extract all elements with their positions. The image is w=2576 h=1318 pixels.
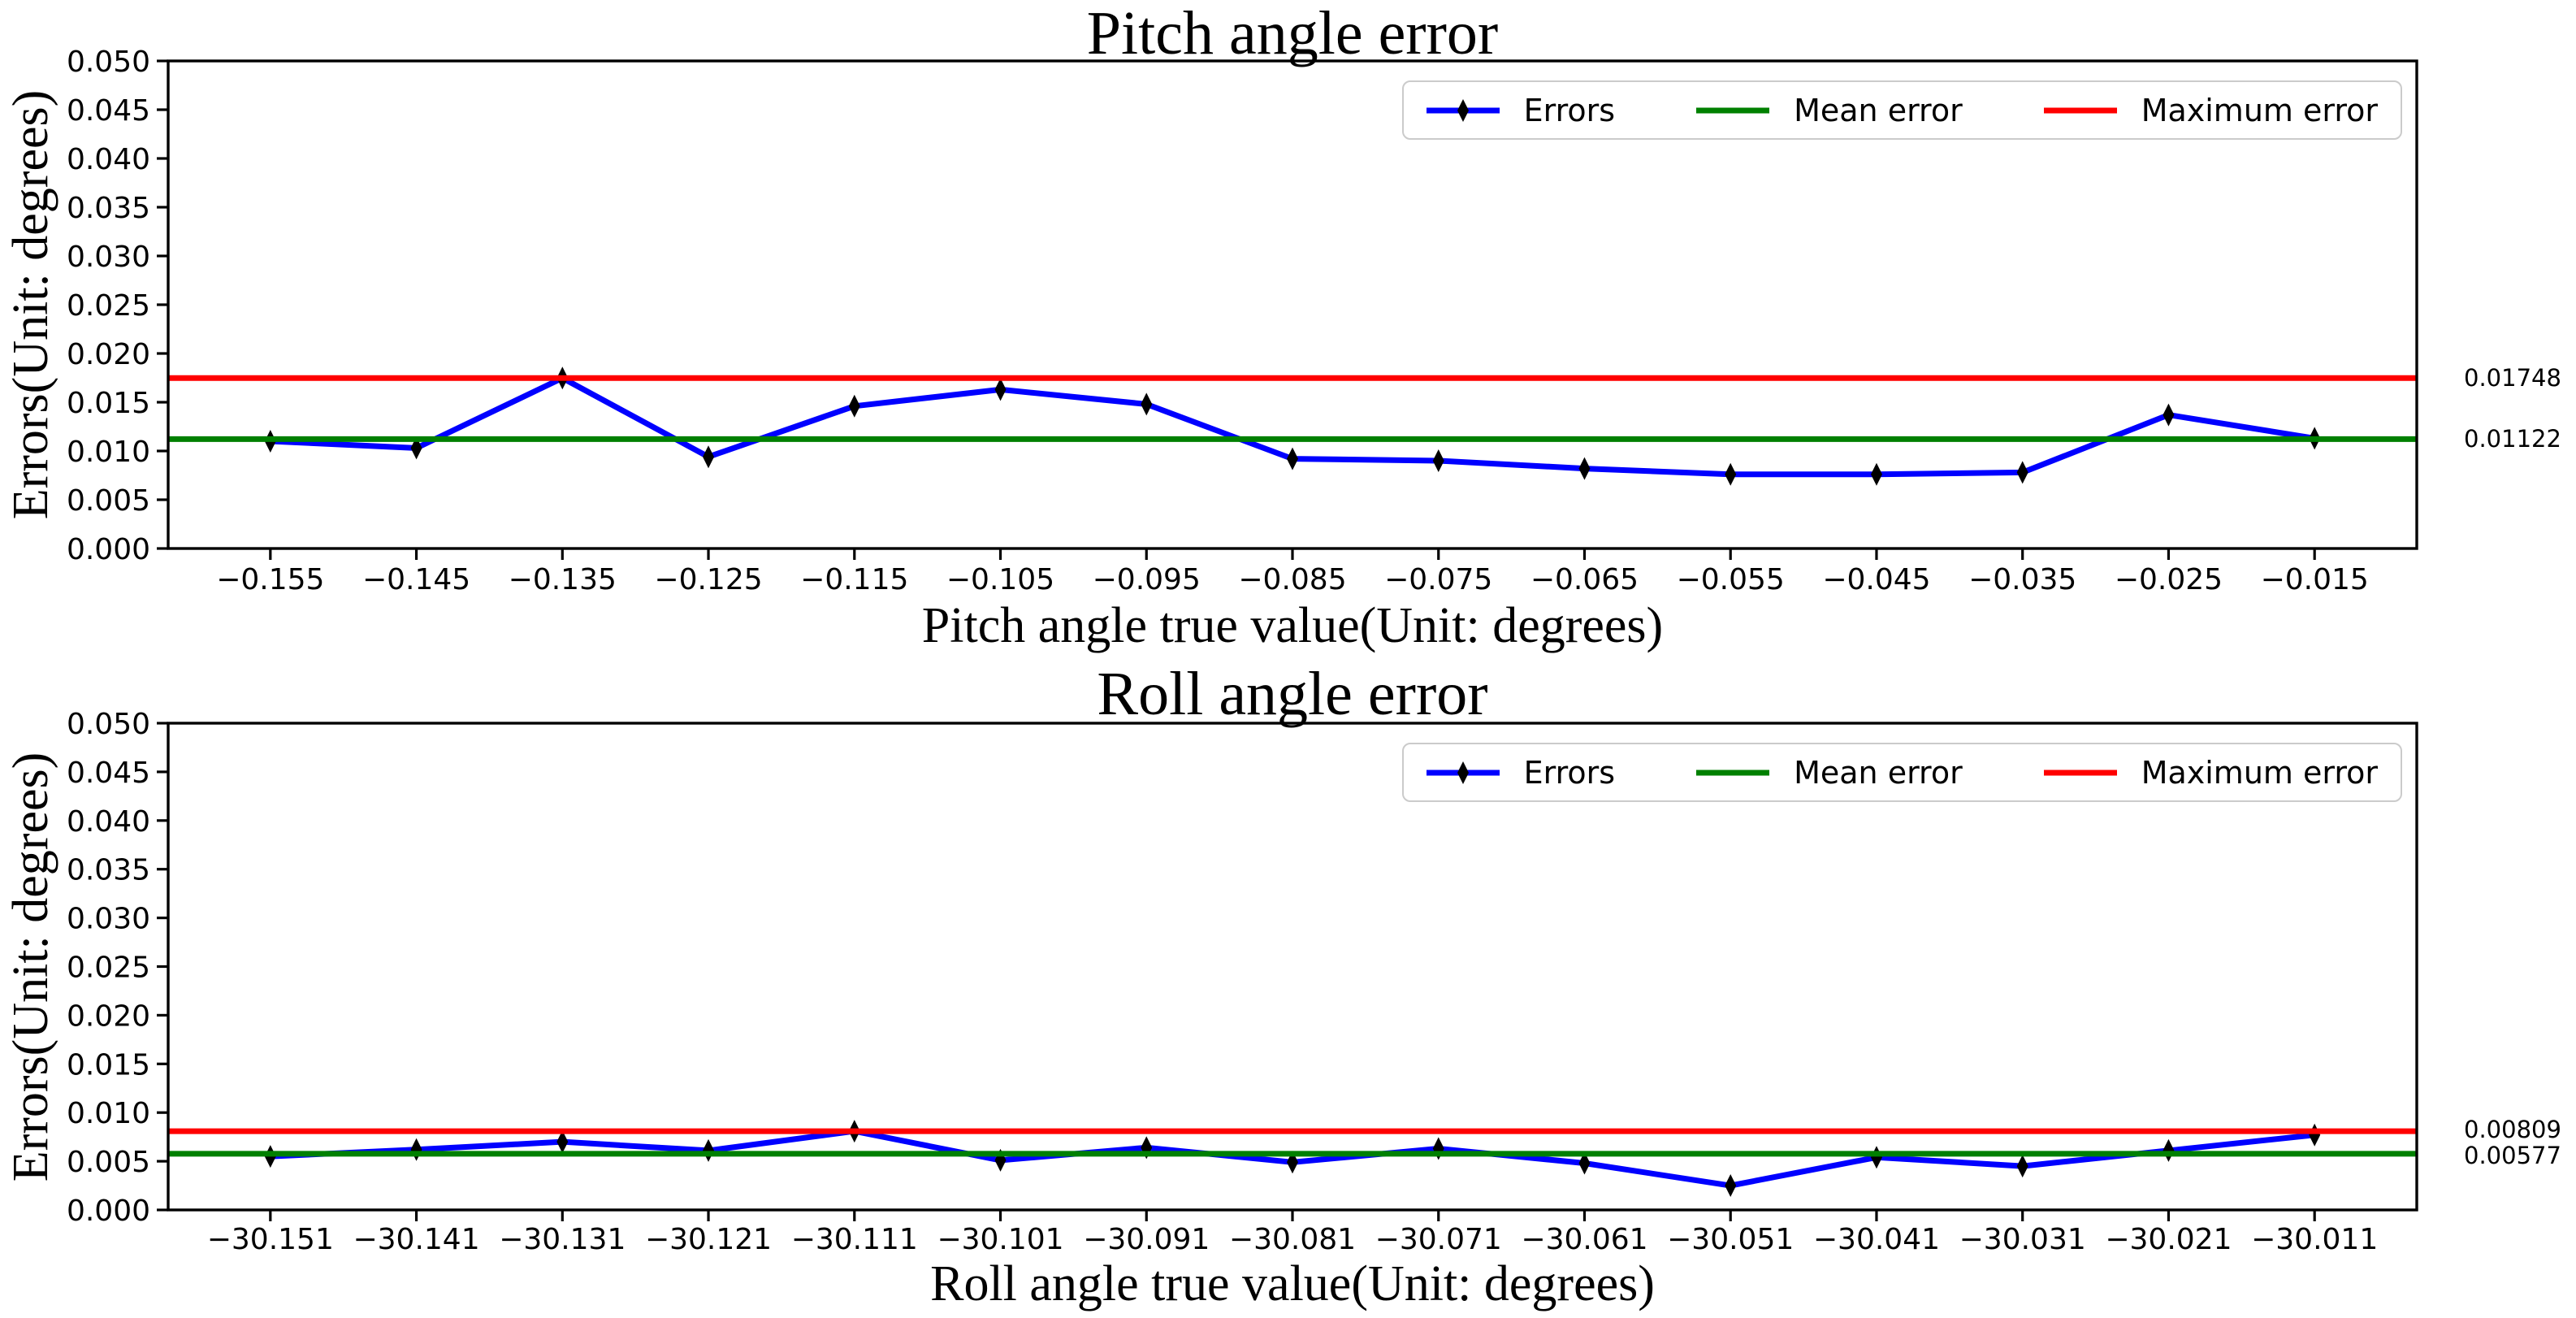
svg-text:0.045: 0.045: [67, 757, 150, 790]
x-axis-ticks: −30.151 −30.141 −30.131 −30.121 −30.111 −30.1…: [207, 1210, 2378, 1256]
svg-text:−0.025: −0.025: [2115, 563, 2223, 596]
roll-legend: Errors Mean error Maximum error: [1401, 743, 2402, 802]
legend-label-mean-error: Mean error: [1794, 92, 1963, 128]
svg-text:−0.045: −0.045: [1822, 563, 1930, 596]
pitch-x-axis-label: Pitch angle true value(Unit: degrees): [921, 598, 1664, 653]
legend-item-errors: Errors: [1426, 92, 1616, 128]
svg-text:−30.011: −30.011: [2251, 1223, 2378, 1256]
errors-line-swatch: [1426, 98, 1500, 122]
svg-text:0.020: 0.020: [67, 338, 150, 371]
legend-item-mean-error: Mean error: [1696, 755, 1963, 791]
svg-text:−30.031: −30.031: [1959, 1223, 2086, 1256]
plot-border: [167, 722, 2418, 1212]
svg-text:−30.091: −30.091: [1083, 1223, 1210, 1256]
svg-text:−30.041: −30.041: [1813, 1223, 1940, 1256]
svg-text:0.015: 0.015: [67, 1048, 150, 1082]
svg-text:0.050: 0.050: [67, 708, 150, 741]
svg-text:0.010: 0.010: [67, 1097, 150, 1130]
legend-label-maximum-error: Maximum error: [2141, 92, 2378, 128]
svg-text:−0.155: −0.155: [216, 563, 324, 596]
legend-item-maximum-error: Maximum error: [2043, 92, 2378, 128]
svg-text:−0.105: −0.105: [946, 563, 1054, 596]
y-axis-ticks: 0.000 0.005 0.010 0.015 0.020 0.025 0.030 0.035…: [67, 708, 168, 1228]
svg-text:−0.115: −0.115: [800, 563, 908, 596]
svg-text:0.050: 0.050: [67, 46, 150, 79]
svg-text:0.030: 0.030: [67, 241, 150, 274]
legend-label-maximum-error: Maximum error: [2141, 754, 2378, 791]
svg-text:−0.125: −0.125: [654, 563, 762, 596]
legend-label-mean-error: Mean error: [1794, 754, 1963, 791]
mean-error-line-swatch: [1696, 770, 1770, 775]
svg-text:−30.151: −30.151: [207, 1223, 334, 1256]
pitch-plot-area: 0.000 0.005 0.010 0.015 0.020 0.025 0.030 0.035…: [67, 46, 2418, 596]
pitch-chart-title: Pitch angle error: [1086, 0, 1499, 67]
svg-text:−0.055: −0.055: [1677, 563, 1785, 596]
svg-text:−30.051: −30.051: [1667, 1223, 1794, 1256]
svg-text:0.005: 0.005: [67, 1146, 150, 1179]
roll-chart-title: Roll angle error: [1097, 660, 1488, 728]
svg-text:0.035: 0.035: [67, 192, 150, 225]
svg-text:−0.035: −0.035: [1968, 563, 2076, 596]
svg-text:0.020: 0.020: [67, 999, 150, 1033]
pitch-mean-error-annotation: 0.01122: [2464, 425, 2561, 453]
x-axis-ticks: −0.155 −0.145 −0.135 −0.125 −0.115 −0.105 −0.0…: [216, 548, 2369, 596]
svg-text:−0.015: −0.015: [2261, 563, 2369, 596]
svg-text:−30.141: −30.141: [353, 1223, 479, 1256]
roll-maximum-error-annotation: 0.00809: [2464, 1115, 2561, 1143]
maximum-error-line-swatch: [2043, 770, 2117, 775]
svg-text:0.040: 0.040: [67, 805, 150, 839]
svg-text:−0.075: −0.075: [1384, 563, 1492, 596]
svg-text:−0.095: −0.095: [1093, 563, 1201, 596]
svg-text:0.040: 0.040: [67, 143, 150, 176]
svg-text:0.010: 0.010: [67, 436, 150, 469]
legend-item-maximum-error: Maximum error: [2043, 754, 2378, 791]
maximum-error-line-swatch: [2043, 107, 2117, 113]
svg-text:−30.111: −30.111: [791, 1223, 918, 1256]
svg-text:−30.061: −30.061: [1521, 1223, 1647, 1256]
legend-label-errors: Errors: [1523, 754, 1616, 791]
svg-text:0.025: 0.025: [67, 289, 150, 323]
pitch-maximum-error-annotation: 0.01748: [2464, 364, 2561, 392]
roll-mean-error-annotation: 0.00577: [2464, 1141, 2561, 1169]
svg-text:0.030: 0.030: [67, 903, 150, 936]
roll-plot-area: 0.000 0.005 0.010 0.015 0.020 0.025 0.030 0.035…: [67, 708, 2418, 1256]
svg-text:0.035: 0.035: [67, 854, 150, 887]
y-axis-ticks: 0.000 0.005 0.010 0.015 0.020 0.025 0.030 0.035…: [67, 46, 168, 566]
legend-label-errors: Errors: [1523, 92, 1616, 128]
mean-error-line-swatch: [1696, 107, 1770, 113]
svg-text:−30.131: −30.131: [499, 1223, 626, 1256]
roll-x-axis-label: Roll angle true value(Unit: degrees): [930, 1256, 1655, 1311]
svg-text:−30.101: −30.101: [937, 1223, 1063, 1256]
pitch-legend: Errors Mean error Maximum error: [1401, 80, 2402, 140]
errors-series-markers: [264, 366, 2321, 486]
svg-text:−30.021: −30.021: [2105, 1223, 2232, 1256]
plot-border: [167, 59, 2418, 550]
svg-text:−30.081: −30.081: [1229, 1223, 1356, 1256]
svg-text:0.000: 0.000: [67, 533, 150, 566]
errors-line-swatch: [1426, 761, 1500, 784]
svg-text:−0.145: −0.145: [362, 563, 470, 596]
legend-item-errors: Errors: [1426, 754, 1616, 791]
svg-text:−0.085: −0.085: [1238, 563, 1346, 596]
svg-text:0.025: 0.025: [67, 952, 150, 985]
svg-text:−0.135: −0.135: [509, 563, 617, 596]
svg-text:−30.071: −30.071: [1375, 1223, 1502, 1256]
svg-text:0.000: 0.000: [67, 1194, 150, 1228]
legend-item-mean-error: Mean error: [1696, 93, 1963, 128]
svg-text:0.045: 0.045: [67, 94, 150, 128]
svg-text:−0.065: −0.065: [1530, 563, 1639, 596]
svg-text:−30.121: −30.121: [645, 1223, 772, 1256]
svg-text:0.005: 0.005: [67, 484, 150, 518]
svg-text:0.015: 0.015: [67, 387, 150, 420]
